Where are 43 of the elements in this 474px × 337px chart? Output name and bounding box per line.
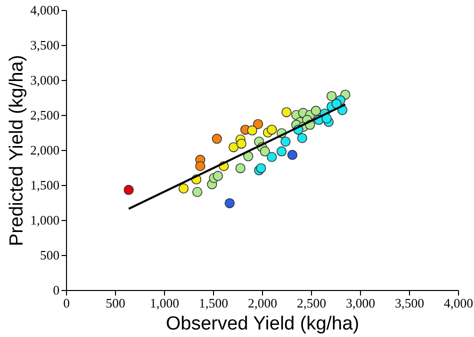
point: [228, 142, 239, 152]
point: [266, 124, 277, 135]
x-tick-label: 4,000: [444, 296, 474, 310]
point: [266, 152, 277, 162]
x-tick-label: 1,000: [150, 296, 180, 310]
point: [247, 125, 258, 136]
x-tick-label: 0: [63, 296, 70, 310]
point: [253, 119, 264, 130]
point: [212, 170, 223, 181]
point: [192, 187, 202, 197]
point: [124, 184, 134, 195]
point: [178, 184, 189, 194]
y-tick-label: 1,500: [30, 178, 60, 192]
point: [310, 106, 321, 116]
point: [331, 98, 342, 109]
point: [235, 163, 246, 174]
point: [260, 146, 270, 156]
point: [287, 150, 298, 160]
x-tick-label: 500: [106, 296, 126, 310]
y-tick-label: 3,500: [30, 38, 60, 52]
y-tick-label: 2,500: [30, 108, 60, 122]
point: [276, 146, 287, 156]
x-tick-label: 3,000: [346, 296, 376, 310]
x-tick-label: 2,500: [296, 296, 326, 310]
y-axis-title: Predicted Yield (kg/ha): [6, 54, 28, 246]
y-tick-label: 3,000: [30, 72, 60, 88]
point: [224, 198, 235, 208]
y-tick-label: 1,000: [30, 212, 60, 228]
point: [212, 134, 222, 144]
x-tick-label: 2,000: [248, 296, 278, 310]
point: [297, 133, 308, 144]
point: [326, 91, 337, 102]
point: [281, 107, 292, 118]
y-tick-label: 500: [40, 248, 60, 262]
y-tick-label: 0: [53, 282, 60, 298]
x-tick-label: 3,500: [394, 296, 424, 310]
point: [195, 161, 206, 172]
point: [280, 136, 291, 147]
x-axis-title: Observed Yield (kg/ha): [166, 314, 360, 334]
y-tick-label: 4,000: [30, 2, 60, 18]
point: [236, 138, 246, 149]
x-tick-label: 1,500: [198, 296, 228, 310]
y-tick-label: 2,000: [30, 142, 60, 158]
